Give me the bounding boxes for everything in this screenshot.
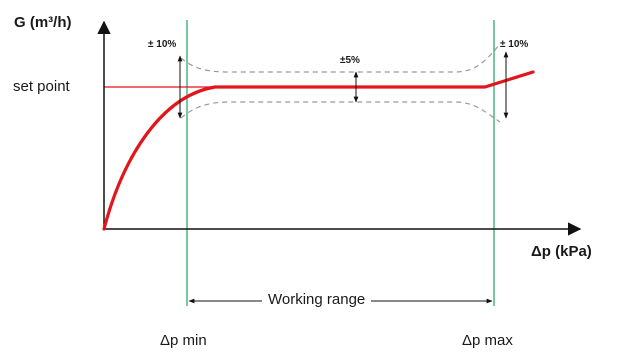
set-point-label: set point [13,78,70,95]
y-axis-label: G (m³/h) [14,14,72,31]
tolerance-mid-label: ±5% [340,55,360,66]
dp-max-label: Δp max [462,332,513,349]
tolerance-left-label: ± 10% [148,39,177,50]
working-range-label: Working range [262,291,372,308]
x-axis-label: Δp (kPa) [531,243,592,260]
flow-curve [102,70,535,231]
dp-min-label: Δp min [160,332,207,349]
tolerance-band-upper [180,43,501,73]
tolerance-right-label: ± 10% [500,39,529,50]
tolerance-band-lower [180,101,501,123]
